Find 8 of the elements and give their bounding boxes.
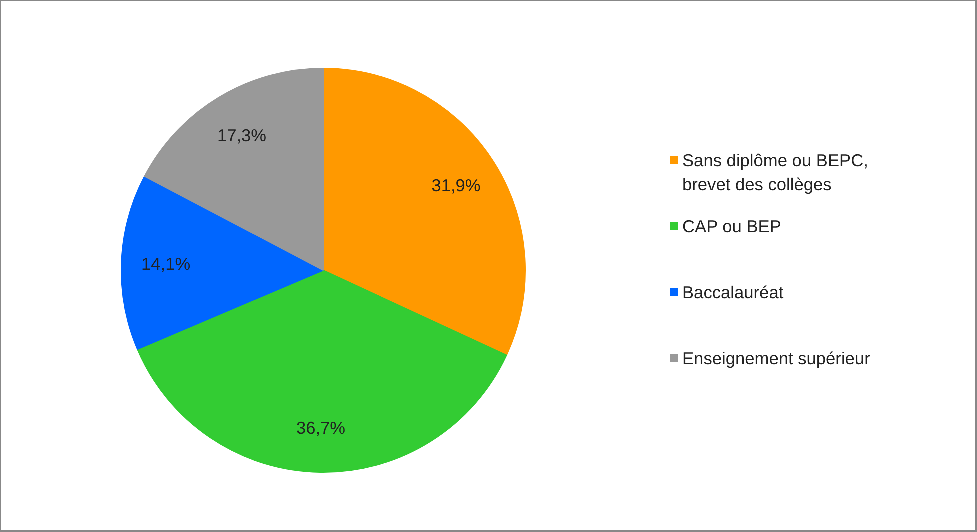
legend-label: Enseignement supérieur: [682, 348, 871, 368]
legend-label: Sans diplôme ou BEPC, brevet des collèges: [682, 150, 868, 194]
data-label: 17,3%: [217, 126, 267, 146]
legend-label: Baccalauréat: [682, 282, 784, 302]
data-label: 36,7%: [296, 418, 346, 438]
legend-label: CAP ou BEP: [682, 216, 782, 236]
data-label: 14,1%: [142, 254, 191, 274]
data-label: 31,9%: [432, 176, 481, 196]
